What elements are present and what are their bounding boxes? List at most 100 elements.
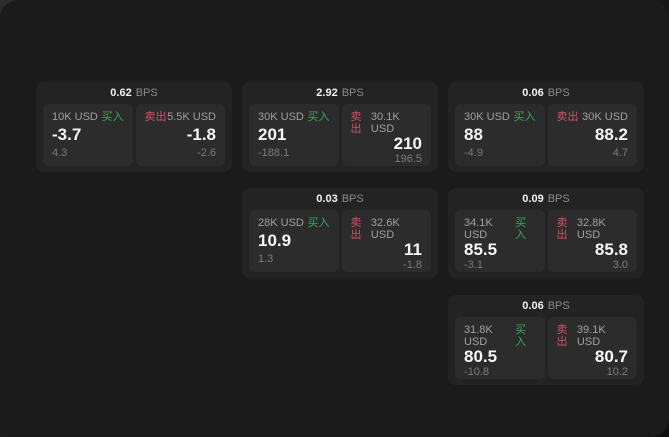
- buy-tile-header: 30K USD 买入: [258, 111, 330, 123]
- buy-tile-header: 28K USD 买入: [258, 217, 330, 229]
- quote-card: 0.09 BPS 34.1K USD 买入 85.5 -3.1 卖出 32.8K…: [448, 188, 644, 278]
- sell-tile-header: 卖出 39.1K USD: [557, 324, 629, 348]
- bps-unit-label: BPS: [547, 193, 570, 205]
- bps-value: 0.09: [522, 193, 544, 205]
- bps-value: 0.06: [522, 87, 544, 99]
- buy-change-value: -188.1: [258, 147, 290, 159]
- buy-change-value: -10.8: [464, 366, 490, 378]
- buy-price-value: 10.9: [258, 231, 292, 250]
- buy-tile-header: 34.1K USD 买入: [464, 217, 536, 241]
- buy-side-label: 买入: [515, 217, 527, 241]
- sell-change-value: 4.7: [612, 147, 628, 159]
- buy-amount-label: 31.8K USD: [464, 324, 493, 348]
- sell-quote-tile[interactable]: 卖出 32.6K USD 11 -1.8: [341, 210, 431, 272]
- buy-price-value: -3.7: [52, 125, 82, 144]
- bps-value: 0.06: [522, 300, 544, 312]
- quote-card: 0.62 BPS 10K USD 买入 -3.7 4.3 卖出 5.5K USD…: [36, 82, 232, 172]
- buy-price-value: 80.5: [464, 347, 498, 366]
- quote-card: 0.06 BPS 30K USD 买入 88 -4.9 卖出 30K USD 8…: [448, 82, 644, 172]
- buy-quote-tile[interactable]: 30K USD 买入 201 -188.1: [249, 104, 339, 166]
- buy-amount-label: 10K USD: [52, 111, 98, 123]
- sell-quote-tile[interactable]: 卖出 30K USD 88.2 4.7: [547, 104, 637, 166]
- sell-side-label: 卖出: [350, 111, 362, 135]
- buy-change-value: -4.9: [464, 147, 483, 159]
- quote-tiles: 30K USD 买入 88 -4.9 卖出 30K USD 88.2 4.7: [455, 104, 637, 166]
- sell-change-value: 10.2: [606, 366, 628, 378]
- buy-tile-header: 10K USD 买入: [52, 111, 124, 123]
- quote-tiles: 10K USD 买入 -3.7 4.3 卖出 5.5K USD -1.8 -2.…: [43, 104, 225, 166]
- sell-side-label: 卖出: [350, 217, 362, 241]
- buy-amount-label: 30K USD: [258, 111, 304, 123]
- bps-value: 2.92: [316, 87, 338, 99]
- sell-tile-header: 卖出 30K USD: [557, 111, 629, 123]
- quote-tiles: 34.1K USD 买入 85.5 -3.1 卖出 32.8K USD 85.8…: [455, 210, 637, 272]
- sell-amount-label: 32.6K USD: [370, 217, 400, 241]
- buy-quote-tile[interactable]: 10K USD 买入 -3.7 4.3: [43, 104, 133, 166]
- card-header: 0.62 BPS: [43, 82, 225, 104]
- sell-price-value: 85.8: [594, 240, 628, 259]
- buy-quote-tile[interactable]: 30K USD 买入 88 -4.9: [455, 104, 545, 166]
- buy-quote-tile[interactable]: 28K USD 买入 10.9 1.3: [249, 210, 339, 272]
- bps-unit-label: BPS: [547, 87, 570, 99]
- buy-side-label: 买入: [513, 111, 536, 123]
- sell-side-label: 卖出: [556, 324, 568, 348]
- buy-side-label: 买入: [307, 111, 330, 123]
- sell-price-value: 88.2: [594, 125, 628, 144]
- sell-amount-label: 39.1K USD: [576, 324, 606, 348]
- buy-change-value: 4.3: [52, 147, 68, 159]
- quote-card: 0.03 BPS 28K USD 买入 10.9 1.3 卖出 32.6K US…: [242, 188, 438, 278]
- sell-amount-label: 30K USD: [582, 111, 628, 123]
- buy-quote-tile[interactable]: 31.8K USD 买入 80.5 -10.8: [455, 317, 545, 379]
- sell-price-value: 11: [404, 240, 422, 259]
- sell-tile-header: 卖出 5.5K USD: [145, 111, 217, 123]
- bps-value: 0.62: [110, 87, 132, 99]
- buy-quote-tile[interactable]: 34.1K USD 买入 85.5 -3.1: [455, 210, 545, 272]
- quote-tiles: 31.8K USD 买入 80.5 -10.8 卖出 39.1K USD 80.…: [455, 317, 637, 379]
- sell-quote-tile[interactable]: 卖出 32.8K USD 85.8 3.0: [547, 210, 637, 272]
- sell-quote-tile[interactable]: 卖出 30.1K USD 210 196.5: [341, 104, 431, 166]
- buy-amount-label: 34.1K USD: [464, 217, 493, 241]
- sell-tile-header: 卖出 32.6K USD: [351, 217, 423, 241]
- bps-unit-label: BPS: [341, 87, 364, 99]
- buy-side-label: 买入: [515, 324, 527, 348]
- card-header: 0.06 BPS: [455, 295, 637, 317]
- bps-unit-label: BPS: [547, 300, 570, 312]
- buy-side-label: 买入: [307, 217, 330, 229]
- buy-change-value: -3.1: [464, 259, 483, 271]
- quote-card: 0.06 BPS 31.8K USD 买入 80.5 -10.8 卖出 39.1…: [448, 295, 644, 385]
- bps-value: 0.03: [316, 193, 338, 205]
- sell-quote-tile[interactable]: 卖出 5.5K USD -1.8 -2.6: [135, 104, 225, 166]
- sell-price-value: 80.7: [594, 347, 628, 366]
- card-header: 0.06 BPS: [455, 82, 637, 104]
- buy-tile-header: 31.8K USD 买入: [464, 324, 536, 348]
- buy-change-value: 1.3: [258, 253, 274, 265]
- sell-price-value: -1.8: [186, 125, 216, 144]
- sell-price-value: 210: [393, 134, 422, 153]
- sell-tile-header: 卖出 32.8K USD: [557, 217, 629, 241]
- card-header: 0.03 BPS: [249, 188, 431, 210]
- buy-price-value: 88: [464, 125, 483, 144]
- card-header: 2.92 BPS: [249, 82, 431, 104]
- sell-amount-label: 32.8K USD: [576, 217, 606, 241]
- buy-price-value: 201: [258, 125, 287, 144]
- card-header: 0.09 BPS: [455, 188, 637, 210]
- sell-tile-header: 卖出 30.1K USD: [351, 111, 423, 135]
- sell-change-value: 3.0: [612, 259, 628, 271]
- buy-amount-label: 30K USD: [464, 111, 510, 123]
- quote-card: 2.92 BPS 30K USD 买入 201 -188.1 卖出 30.1K …: [242, 82, 438, 172]
- quote-tiles: 28K USD 买入 10.9 1.3 卖出 32.6K USD 11 -1.8: [249, 210, 431, 272]
- sell-amount-label: 5.5K USD: [167, 111, 216, 123]
- buy-price-value: 85.5: [464, 240, 498, 259]
- sell-change-value: -1.8: [403, 259, 422, 271]
- bps-unit-label: BPS: [135, 87, 158, 99]
- buy-tile-header: 30K USD 买入: [464, 111, 536, 123]
- sell-side-label: 卖出: [556, 111, 579, 123]
- sell-quote-tile[interactable]: 卖出 39.1K USD 80.7 10.2: [547, 317, 637, 379]
- sell-amount-label: 30.1K USD: [370, 111, 400, 135]
- bps-unit-label: BPS: [341, 193, 364, 205]
- buy-amount-label: 28K USD: [258, 217, 304, 229]
- sell-side-label: 卖出: [556, 217, 568, 241]
- buy-side-label: 买入: [101, 111, 124, 123]
- sell-change-value: -2.6: [197, 147, 216, 159]
